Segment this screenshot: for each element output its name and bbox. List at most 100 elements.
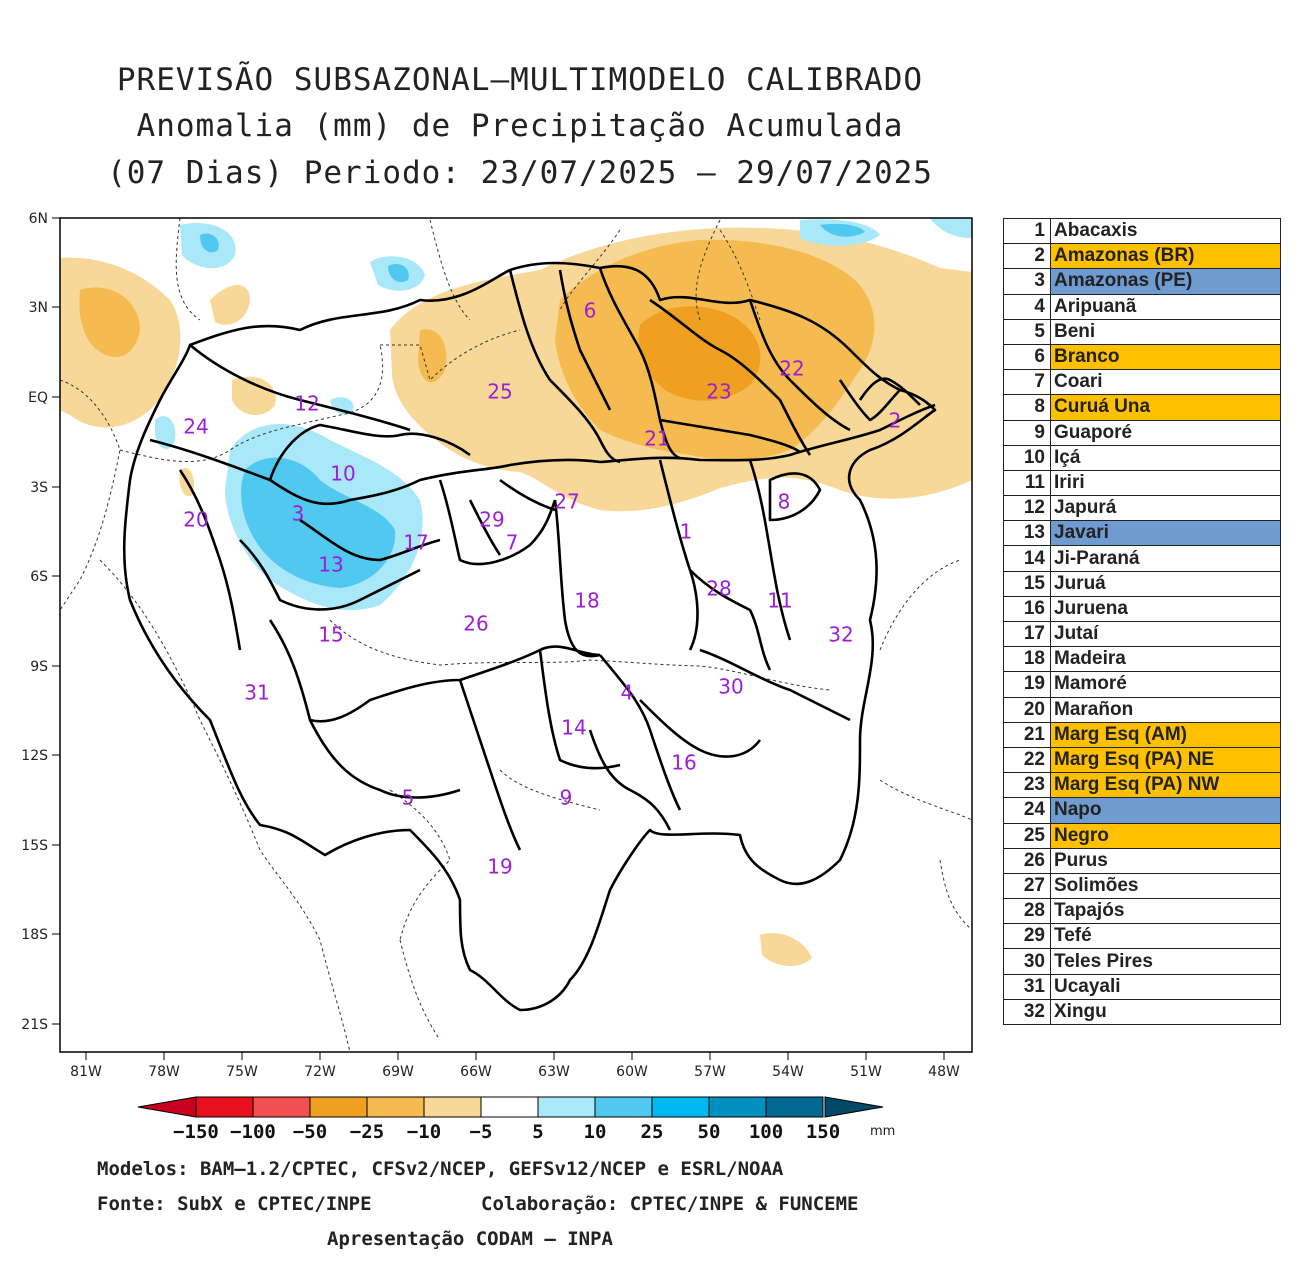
- legend-basin-name: Branco: [1050, 343, 1281, 371]
- basin-label-31: 31: [244, 681, 269, 705]
- anomaly-dark-orange: [638, 306, 761, 401]
- legend-number: 29: [1003, 923, 1051, 950]
- lon-label: 63W: [538, 1064, 570, 1080]
- legend-row: 30 Teles Pires: [1003, 948, 1281, 975]
- footer-presentation: Apresentação CODAM – INPA: [327, 1228, 613, 1250]
- legend-basin-name: Marg Esq (PA) NW: [1050, 772, 1281, 799]
- colorbar-swatch: [195, 1096, 254, 1118]
- colorbar-label: 50: [698, 1121, 721, 1143]
- colorbar-label: 25: [641, 1121, 664, 1143]
- legend-row: 4 Aripuanã: [1003, 293, 1281, 320]
- lon-label: 69W: [382, 1064, 414, 1080]
- legend-number: 7: [1003, 369, 1051, 396]
- legend-basin-name: Marg Esq (PA) NE: [1050, 746, 1281, 774]
- legend-basin-name: Juruena: [1050, 595, 1281, 623]
- legend-basin-name: Coari: [1050, 369, 1281, 396]
- legend-basin-name: Japurá: [1050, 495, 1281, 522]
- anomaly-light-orange-patch: [210, 285, 250, 325]
- anomaly-light-orange-patch-2: [232, 376, 276, 416]
- legend-row: 32 Xingu: [1003, 998, 1281, 1026]
- legend-row: 14 Ji-Paraná: [1003, 545, 1281, 572]
- basin-label-25: 25: [487, 380, 512, 404]
- legend-number: 9: [1003, 419, 1051, 446]
- colorbar-label: −150: [173, 1121, 219, 1143]
- lon-label: 75W: [226, 1064, 258, 1080]
- legend-row: 9 Guaporé: [1003, 419, 1281, 446]
- legend-number: 2: [1003, 243, 1051, 270]
- legend-basin-name: Guaporé: [1050, 419, 1281, 446]
- legend-number: 24: [1003, 797, 1051, 824]
- anomaly-light-blue-5: [155, 416, 176, 450]
- colorbar-swatch: [309, 1096, 368, 1118]
- legend-basin-name: Abacaxis: [1050, 217, 1281, 245]
- legend-number: 20: [1003, 696, 1051, 723]
- legend-basin-name: Ji-Paraná: [1050, 545, 1281, 572]
- colorbar-swatch: [651, 1096, 710, 1118]
- lat-label: 3N: [29, 300, 48, 316]
- legend-row: 24 Napo: [1003, 797, 1281, 824]
- title-line-3: (07 Dias) Periodo: 23/07/2025 – 29/07/20…: [107, 155, 933, 191]
- legend-number: 11: [1003, 469, 1051, 497]
- basin-label-9: 9: [560, 786, 573, 810]
- legend-row: 13 Javari: [1003, 520, 1281, 547]
- legend-number: 8: [1003, 394, 1051, 421]
- legend-row: 28 Tapajós: [1003, 898, 1281, 925]
- legend-row: 29 Tefé: [1003, 923, 1281, 950]
- legend-number: 25: [1003, 822, 1051, 849]
- legend-number: 21: [1003, 721, 1051, 748]
- legend-row: 1 Abacaxis: [1003, 217, 1281, 245]
- legend-basin-name: Solimões: [1050, 872, 1281, 900]
- legend-row: 12 Japurá: [1003, 495, 1281, 522]
- basin-label-15: 15: [318, 623, 343, 647]
- legend-row: 2 Amazonas (BR): [1003, 243, 1281, 270]
- legend-number: 15: [1003, 570, 1051, 597]
- colorbar: −150 −100 −50 −25 −10 −5 5 10 25 50 100 …: [137, 1096, 895, 1143]
- legend-basin-name: Mamoré: [1050, 671, 1281, 698]
- legend-row: 31 Ucayali: [1003, 973, 1281, 1000]
- colorbar-label: −100: [230, 1121, 276, 1143]
- legend-row: 27 Solimões: [1003, 872, 1281, 900]
- basin-label-14: 14: [561, 716, 586, 740]
- anomaly-shading: [60, 218, 972, 966]
- basin-label-22: 22: [779, 357, 804, 381]
- basin-label-19: 19: [487, 855, 512, 879]
- colorbar-swatch: [765, 1096, 824, 1118]
- legend-basin-name: Amazonas (BR): [1050, 243, 1281, 270]
- title-line-2: Anomalia (mm) de Precipitação Acumulada: [136, 108, 904, 144]
- legend-number: 3: [1003, 268, 1051, 295]
- legend-basin-name: Xingu: [1050, 998, 1281, 1026]
- lat-label: 6S: [30, 569, 48, 585]
- legend-number: 17: [1003, 620, 1051, 648]
- basin-label-10: 10: [330, 462, 355, 486]
- legend-basin-name: Jutaí: [1050, 620, 1281, 648]
- country-borders: [59, 217, 973, 1053]
- precipitation-anomaly-map: 1 2 3 4 5 6 7 8 9 10 11 12 13 14 15 16 1…: [21, 211, 973, 1143]
- basin-label-29: 29: [479, 508, 504, 532]
- anomaly-light-blue-4: [930, 218, 972, 238]
- legend-basin-name: Amazonas (PE): [1050, 268, 1281, 295]
- colorbar-swatch: [366, 1096, 425, 1118]
- basin-label-6: 6: [584, 299, 597, 323]
- lon-label: 81W: [70, 1064, 102, 1080]
- legend-row: 8 Curuá Una: [1003, 394, 1281, 421]
- lon-label: 48W: [928, 1064, 960, 1080]
- legend-basin-name: Napo: [1050, 797, 1281, 824]
- legend-number: 23: [1003, 772, 1051, 799]
- legend-row: 15 Juruá: [1003, 570, 1281, 597]
- lat-label: 9S: [30, 659, 48, 675]
- lat-labels: 6N 3N EQ 3S 6S 9S 12S 15S 18S 21S: [21, 211, 48, 1033]
- lon-label: 54W: [772, 1064, 804, 1080]
- basin-label-17: 17: [403, 531, 428, 555]
- legend-basin-name: Tapajós: [1050, 898, 1281, 925]
- lon-label: 66W: [460, 1064, 492, 1080]
- legend-row: 21 Marg Esq (AM): [1003, 721, 1281, 748]
- legend-row: 22 Marg Esq (PA) NE: [1003, 746, 1281, 774]
- legend-number: 31: [1003, 973, 1051, 1000]
- colorbar-label: −5: [470, 1121, 493, 1143]
- lat-label: 6N: [29, 211, 48, 227]
- legend-number: 28: [1003, 898, 1051, 925]
- legend-row: 10 Içá: [1003, 444, 1281, 471]
- footer-source: Fonte: SubX e CPTEC/INPE: [97, 1193, 372, 1215]
- basin-label-16: 16: [671, 751, 696, 775]
- legend-number: 1: [1003, 217, 1051, 245]
